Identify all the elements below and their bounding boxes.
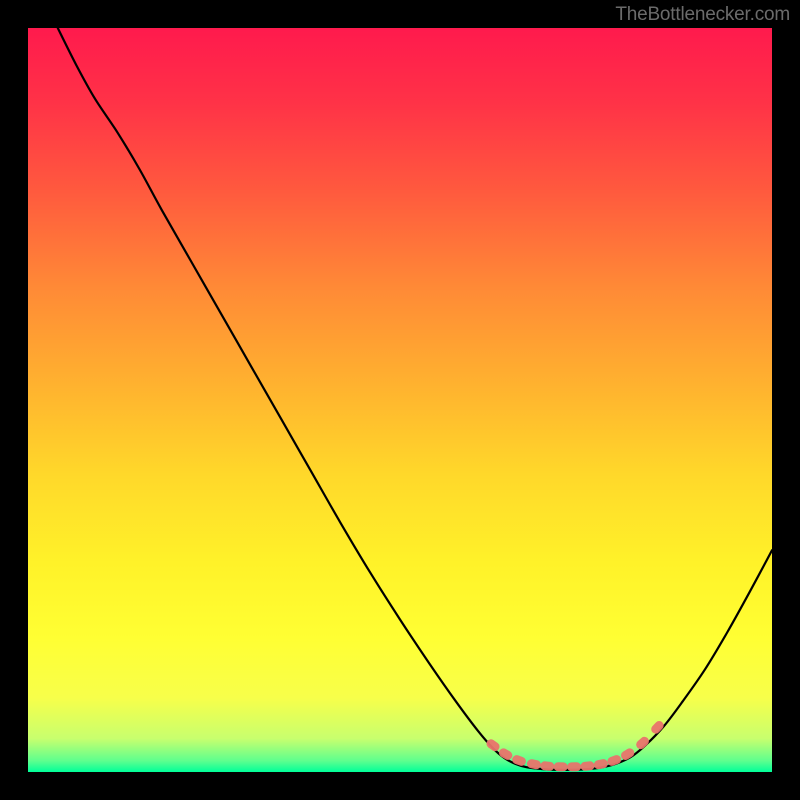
watermark-text: TheBottlenecker.com <box>615 4 790 26</box>
bottleneck-curve <box>58 28 772 770</box>
trough-marker <box>485 738 502 753</box>
trough-marker <box>497 747 514 762</box>
trough-marker <box>511 754 527 767</box>
trough-marker <box>634 735 650 751</box>
plot-area <box>28 28 772 772</box>
trough-marker <box>567 762 581 771</box>
trough-marker <box>619 747 636 762</box>
chart-frame: TheBottlenecker.com <box>0 0 800 800</box>
trough-marker <box>554 762 568 771</box>
trough-marker <box>649 719 665 735</box>
trough-markers <box>485 719 666 771</box>
curve-layer <box>28 28 772 772</box>
